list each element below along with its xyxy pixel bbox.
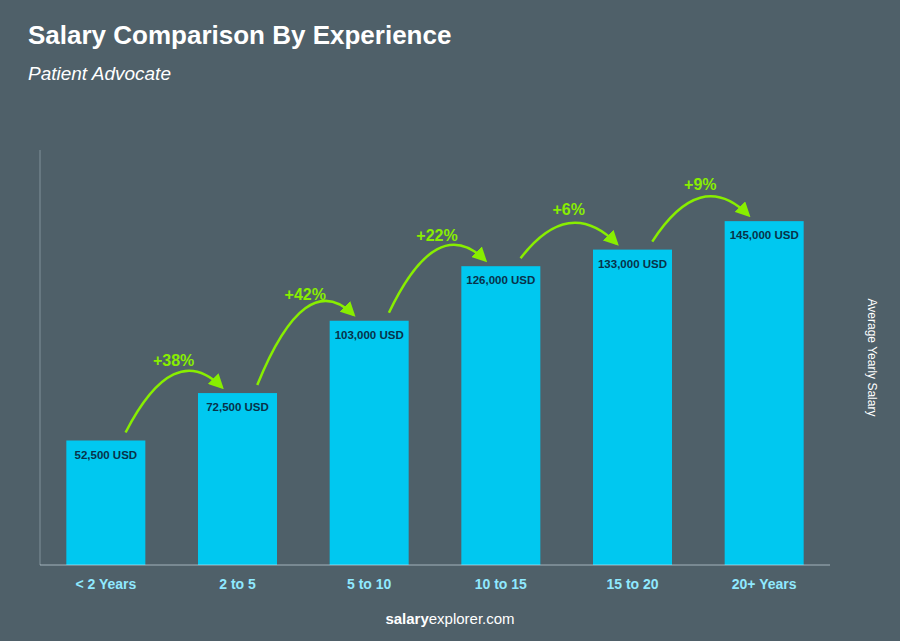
- x-tick-label: 10 to 15: [475, 576, 527, 592]
- background: [0, 0, 900, 641]
- bar: [461, 266, 540, 565]
- change-arrow: [652, 196, 748, 241]
- title: Salary Comparison By Experience: [28, 20, 451, 50]
- change-label: +42%: [285, 286, 326, 303]
- data-label: 103,000 USD: [335, 329, 404, 341]
- bar: [725, 221, 804, 565]
- subtitle: Patient Advocate: [28, 63, 171, 84]
- bar: [330, 321, 409, 565]
- footer-part: salary: [385, 610, 429, 627]
- change-arrow: [257, 301, 353, 385]
- footer: salaryexplorer.com: [385, 610, 514, 627]
- bars: [66, 221, 803, 565]
- change-arrow: [389, 245, 485, 313]
- data-label: 145,000 USD: [730, 229, 799, 241]
- bar: [593, 250, 672, 565]
- data-label: 52,500 USD: [75, 449, 138, 461]
- change-arrow: [126, 371, 222, 433]
- x-tick-label: 2 to 5: [219, 576, 256, 592]
- x-tick-label: 15 to 20: [606, 576, 658, 592]
- x-tick-label: < 2 Years: [75, 576, 136, 592]
- x-tick-label: 5 to 10: [347, 576, 392, 592]
- change-label: +38%: [153, 352, 194, 369]
- chart: Salary Comparison By Experience Patient A…: [0, 0, 900, 641]
- bar: [198, 393, 277, 565]
- change-label: +9%: [684, 176, 716, 193]
- y-axis-line: [40, 150, 41, 565]
- baseline: [40, 565, 830, 566]
- change-label: +6%: [552, 201, 584, 218]
- change-label: +22%: [416, 227, 457, 244]
- y-axis-label: Average Yearly Salary: [865, 299, 879, 417]
- change-arrow: [521, 223, 617, 258]
- data-label: 133,000 USD: [598, 258, 667, 270]
- bar: [66, 441, 145, 566]
- data-label: 126,000 USD: [466, 274, 535, 286]
- data-label: 72,500 USD: [206, 401, 269, 413]
- footer-part: explorer.com: [429, 610, 515, 627]
- x-tick-label: 20+ Years: [732, 576, 797, 592]
